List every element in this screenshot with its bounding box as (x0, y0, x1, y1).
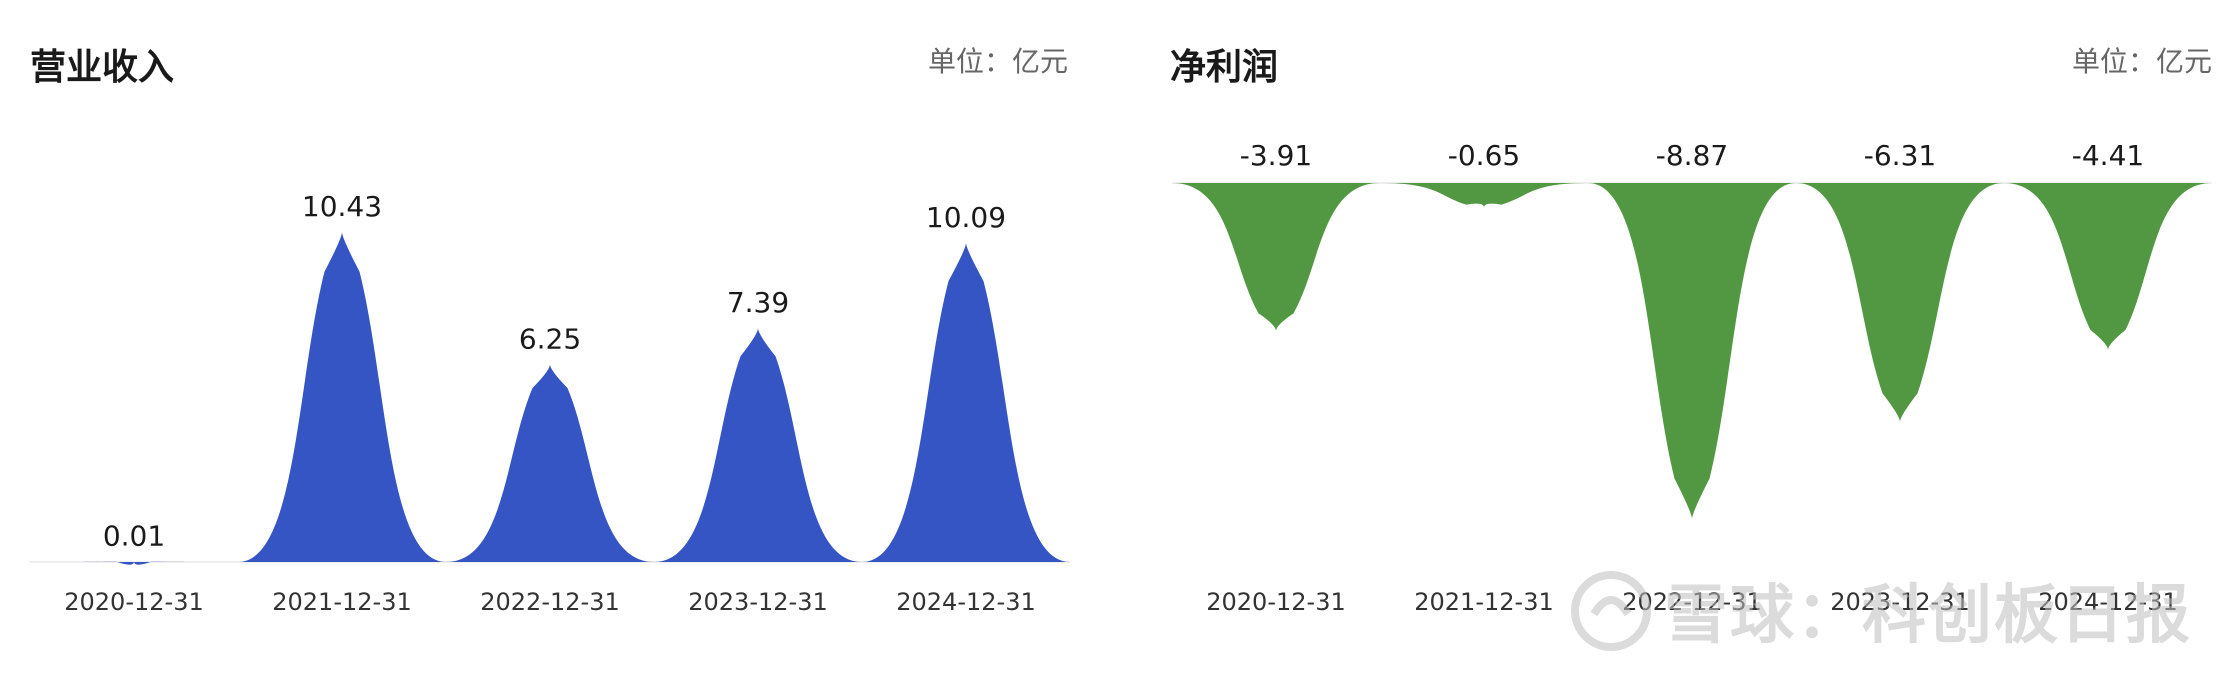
data-label: 7.39 (727, 286, 789, 319)
x-tick-label: 2021-12-31 (1414, 588, 1553, 616)
x-tick-label: 2024-12-31 (2038, 588, 2177, 616)
net-profit-panel: 净利润 单位：亿元 -3.91 2020-12-31 -0.65 2021-12-31… (1142, 0, 2236, 678)
x-tick-label: 2021-12-31 (272, 588, 411, 616)
revenue-chart: 0.01 2020-12-31 10.43 2021-12-31 6.25 2022-12… (30, 190, 1070, 616)
revenue-panel: 营业收入 单位：亿元 0.01 2020-12-31 10.43 2021-12-31… (0, 0, 1110, 678)
area-peak-2023-12-31 (1796, 183, 2004, 423)
area-peak-2023-12-31 (654, 328, 862, 562)
data-label: -4.41 (2072, 139, 2144, 172)
x-tick-label: 2022-12-31 (480, 588, 619, 616)
area-peak-2020-12-31 (1172, 183, 1380, 332)
revenue-title: 营业收入 (30, 47, 175, 88)
revenue-unit: 单位：亿元 (927, 45, 1068, 78)
watermark: 雪球：科创板日报 (1566, 560, 2190, 670)
data-label: 10.09 (926, 201, 1006, 234)
net-profit-unit: 单位：亿元 (2071, 45, 2212, 78)
x-tick-label: 2020-12-31 (1206, 588, 1345, 616)
area-peak-2022-12-31 (446, 364, 654, 562)
x-tick-label: 2024-12-31 (896, 588, 1035, 616)
x-tick-label: 2023-12-31 (688, 588, 827, 616)
data-label: 10.43 (302, 190, 382, 223)
area-peak-2024-12-31 (862, 242, 1070, 562)
area-peak-2022-12-31 (1588, 183, 1796, 519)
net-profit-chart: -3.912020-12-31-0.652021-12-31-8.872022-… (1172, 139, 2212, 616)
data-label: -0.65 (1448, 139, 1520, 172)
x-tick-label: 2020-12-31 (64, 588, 203, 616)
data-label: -8.87 (1656, 139, 1728, 172)
watermark-text: 雪球：科创板日报 (1664, 579, 2192, 653)
data-label: 0.01 (103, 520, 165, 553)
data-label: 6.25 (519, 322, 581, 355)
data-label: -3.91 (1240, 139, 1312, 172)
area-peak-2021-12-31 (1380, 183, 1588, 208)
snowball-logo-icon (1571, 571, 1651, 651)
net-profit-title: 净利润 (1170, 47, 1279, 88)
data-label: -6.31 (1864, 139, 1936, 172)
area-peak-2024-12-31 (2004, 183, 2212, 351)
x-tick-label: 2023-12-31 (1830, 588, 1969, 616)
area-peak-2021-12-31 (238, 232, 446, 562)
